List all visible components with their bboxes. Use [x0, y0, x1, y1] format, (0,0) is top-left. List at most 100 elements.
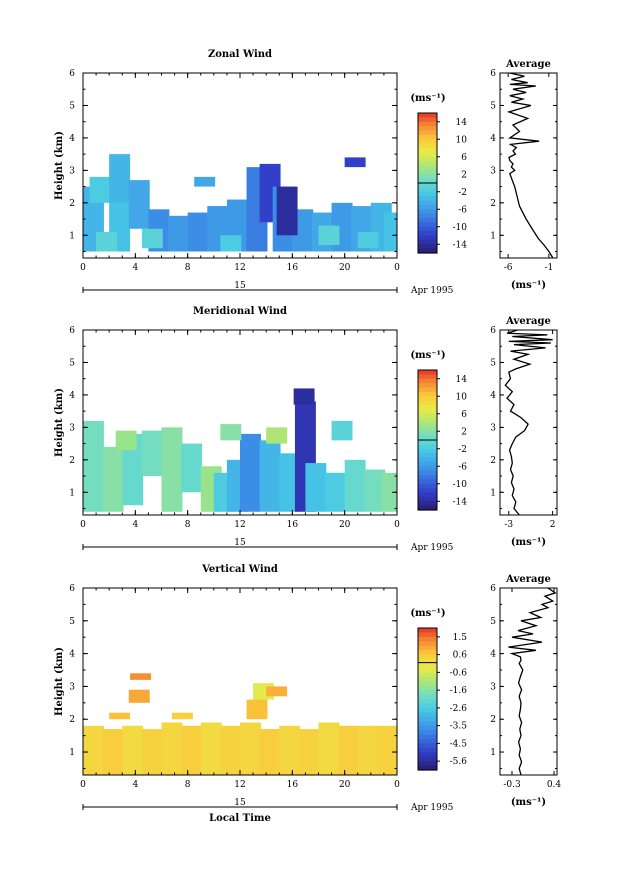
colorbar-segment — [418, 239, 437, 245]
colorbar-segment — [418, 716, 437, 722]
heatmap-cell — [259, 729, 281, 775]
colorbar-segment — [418, 370, 437, 375]
colorbar-segment — [418, 396, 437, 402]
profile-y-tick-label: 6 — [490, 326, 496, 336]
y-tick-label: 6 — [69, 584, 75, 594]
y-axis-label: Height (km) — [54, 131, 65, 200]
heatmap-cell — [83, 725, 104, 775]
colorbar-segment — [418, 470, 437, 476]
colorbar-segment — [418, 765, 437, 771]
colorbar-segment — [418, 685, 437, 691]
colorbar-segment — [418, 426, 437, 432]
heatmap-cell — [246, 699, 268, 720]
colorbar-segment — [418, 152, 437, 158]
colorbar-segment — [418, 466, 437, 472]
y-tick-label: 4 — [69, 134, 75, 144]
colorbar-tick-label: -14 — [453, 497, 468, 507]
x-tick-label: 8 — [185, 780, 191, 790]
colorbar-tick-label: -4.5 — [450, 739, 468, 749]
colorbar-segment — [418, 483, 437, 489]
colorbar-segment — [418, 672, 437, 678]
colorbar-segment — [418, 496, 437, 502]
colorbar-segment — [418, 183, 437, 188]
heatmap-cell — [109, 154, 131, 203]
colorbar-segment — [418, 130, 437, 136]
colorbar-segment — [418, 383, 437, 389]
heatmap-cell — [220, 235, 242, 252]
profile-y-tick-label: 2 — [490, 715, 496, 725]
profile-x-tick-label: -1 — [544, 263, 553, 273]
colorbar-tick-label: 1.5 — [453, 633, 468, 643]
profile-y-tick-label: 4 — [490, 391, 496, 401]
profile-y-tick-label: 3 — [490, 166, 496, 176]
heatmap-cell — [331, 420, 353, 441]
profile-x-label: (ms⁻¹) — [511, 797, 546, 808]
heatmap-cell — [161, 427, 183, 512]
panel-title: Vertical Wind — [201, 564, 278, 575]
x-tick-label: 4 — [132, 263, 138, 273]
y-tick-label: 1 — [69, 231, 75, 241]
heatmap-cell — [266, 427, 288, 444]
x-tick-label: 12 — [234, 263, 245, 273]
heatmap-cell — [318, 225, 340, 246]
heatmap-cell — [168, 215, 189, 252]
heatmap-cells — [83, 154, 397, 252]
colorbar-segment — [418, 139, 437, 145]
heatmap-cell — [381, 472, 397, 512]
colorbar-segment — [418, 707, 437, 713]
colorbar-segment — [418, 161, 437, 167]
colorbar-segment — [418, 435, 437, 441]
colorbar-segment — [418, 187, 437, 193]
colorbar-tick-label: -6 — [458, 205, 467, 215]
colorbar-tick-label: -0.6 — [450, 668, 468, 678]
heatmap-cell — [344, 459, 366, 512]
colorbar-unit: (ms⁻¹) — [410, 93, 445, 104]
profile-line — [506, 72, 554, 259]
colorbar-segment — [418, 143, 437, 149]
heatmap-cell — [102, 446, 124, 512]
x-tick-label: 0 — [80, 520, 86, 530]
colorbar-tick-label: 14 — [456, 118, 468, 128]
profile-y-tick-label: 1 — [490, 748, 496, 758]
heatmap-cells — [83, 388, 397, 512]
profile-y-tick-label: 4 — [490, 134, 496, 144]
x-tick-label: 4 — [132, 780, 138, 790]
colorbar-tick-label: -6 — [458, 462, 467, 472]
colorbar-segment — [418, 730, 437, 736]
profile-line — [508, 587, 557, 776]
heatmap-cell — [279, 453, 301, 512]
heatmap-cell — [292, 209, 314, 252]
profile-y-tick-label: 2 — [490, 456, 496, 466]
colorbar-tick-label: 6 — [461, 153, 467, 163]
y-tick-label: 3 — [69, 682, 75, 692]
x-tick-label: 16 — [287, 520, 299, 530]
heatmap-cell — [122, 433, 144, 506]
colorbar-segment — [418, 400, 437, 406]
heatmap-cells — [83, 673, 397, 775]
colorbar-tick-label: 10 — [456, 392, 468, 402]
colorbar-segment — [418, 628, 437, 634]
colorbar-segment — [418, 374, 437, 380]
heatmap-cell — [276, 186, 298, 236]
colorbar-segment — [418, 226, 437, 232]
heatmap-cell — [122, 725, 144, 775]
heatmap-cell — [128, 180, 150, 229]
y-tick-label: 3 — [69, 423, 75, 433]
colorbar-segment — [418, 200, 437, 206]
colorbar-segment — [418, 667, 437, 673]
colorbar-segment — [418, 738, 437, 744]
colorbar-segment — [418, 694, 437, 700]
date-label: 15 — [234, 538, 246, 548]
colorbar-segment — [418, 712, 437, 718]
colorbar-segment — [418, 121, 437, 127]
colorbar-tick-label: -2.6 — [450, 704, 468, 714]
heatmap-cell — [279, 725, 301, 775]
panel-title: Meridional Wind — [193, 306, 287, 317]
heatmap-cell — [338, 725, 360, 775]
profile-y-tick-label: 5 — [490, 358, 496, 368]
colorbar-tick-label: -1.6 — [450, 686, 468, 696]
profile-y-tick-label: 1 — [490, 488, 496, 498]
colorbar-segment — [418, 218, 437, 223]
panel-title: Zonal Wind — [208, 49, 272, 60]
y-axis-label: Height (km) — [54, 388, 65, 457]
